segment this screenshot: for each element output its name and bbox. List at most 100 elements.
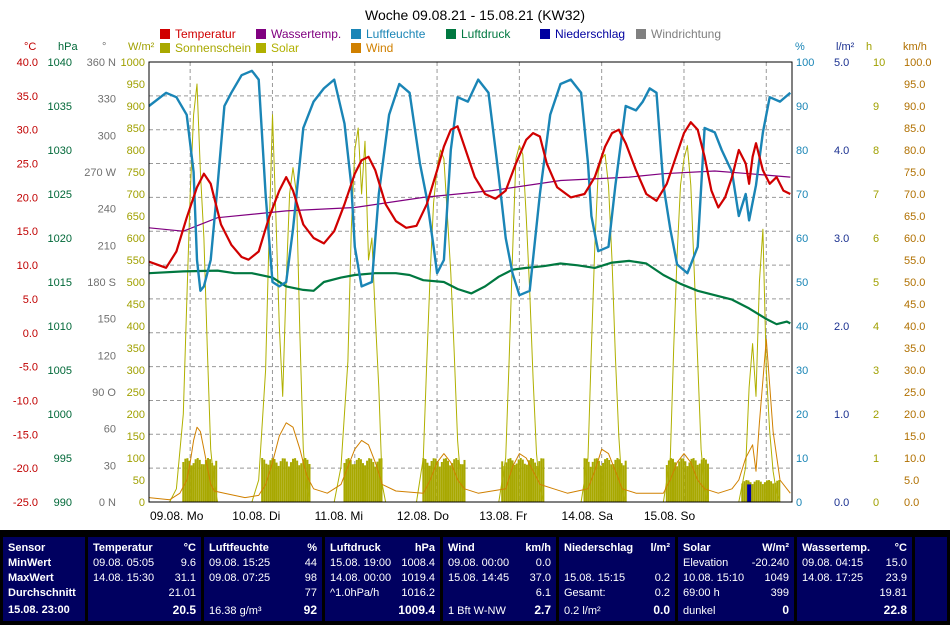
timestamp: 15.08. 23:00 [8, 604, 70, 616]
temp-max-value: 31.1 [174, 572, 196, 584]
rain-max-value: 0.2 [654, 572, 670, 584]
rain-total-value: 0.2 [654, 587, 670, 599]
sun-tick-label: 6 [873, 233, 879, 245]
series-line-wassertemp [148, 170, 791, 232]
avg-label: Durchschnitt [8, 587, 76, 599]
solar-tick-label: 500 [127, 277, 145, 289]
humidity-tick-label: 30 [796, 365, 808, 377]
wind_dir-tick-label: 180 S [87, 277, 116, 289]
wind-header: Wind [448, 542, 475, 554]
water-min-time: 09.08. 04:15 [802, 557, 864, 569]
min-label: MinWert [8, 557, 52, 569]
pressure-tick-label: 995 [54, 453, 72, 465]
chart-axes: °C40.035.030.025.020.015.010.05.00.0-5.0… [13, 41, 932, 523]
wind-column: Wind km/h 09.08. 00:00 0.0 15.08. 14:45 37.… [443, 537, 556, 621]
water-min-value: 15.0 [885, 557, 907, 569]
series-line-wind [148, 338, 791, 501]
wind-current-value: 2.7 [534, 603, 551, 617]
solar-tick-label: 250 [127, 387, 145, 399]
x-tick-label: 15.08. So [644, 509, 696, 523]
pressure-column: Luftdruck hPa 15.08. 19:00 1008.4 14.08. 0… [325, 537, 440, 621]
wind-tick-label: 85.0 [904, 123, 925, 135]
wind_dir-tick-label: 30 [104, 460, 116, 472]
wind-tick-label: 35.0 [904, 343, 925, 355]
water-temp-column: Wassertemp. °C 09.08. 04:15 15.0 14.08. 17… [797, 537, 912, 621]
wind-tick-label: 10.0 [904, 453, 925, 465]
sun-tick-label: 2 [873, 409, 879, 421]
humidity-tick-label: 10 [796, 453, 808, 465]
humidity-tick-label: 60 [796, 233, 808, 245]
x-tick-label: 13.08. Fr [479, 509, 527, 523]
wind-tick-label: 55.0 [904, 255, 925, 267]
humidity-max-time: 09.08. 07:25 [209, 572, 271, 584]
legend-swatch [636, 29, 646, 39]
wind-tick-label: 80.0 [904, 145, 925, 157]
legend-swatch [351, 29, 361, 39]
wind_dir-tick-label: 360 N [87, 57, 116, 69]
humidity-tick-label: 40 [796, 321, 808, 333]
legend-label: Windrichtung [651, 27, 721, 41]
rain-tick-label: 5.0 [834, 57, 849, 69]
wind-min-value: 0.0 [535, 557, 551, 569]
pressure-max-value: 1019.4 [401, 572, 435, 584]
humidity-tick-label: 100 [796, 57, 814, 69]
legend-swatch [540, 29, 550, 39]
sun-tick-label: 7 [873, 189, 879, 201]
humidity-tick-label: 70 [796, 189, 808, 201]
temp-tick-label: 5.0 [23, 294, 38, 306]
wind-tick-label: 5.0 [904, 475, 919, 487]
temp-unit: °C [183, 542, 196, 554]
water-max-value: 23.9 [885, 572, 907, 584]
humidity-tick-label: 90 [796, 101, 808, 113]
rain-column: Niederschlag l/m² 15.08. 15:15 0.2 Gesamt:… [559, 537, 675, 621]
solar-unit: W/m² [762, 542, 789, 554]
rain-tick-label: 4.0 [834, 145, 849, 157]
pressure-tick-label: 1010 [48, 321, 72, 333]
rain-total-label: Gesamt: [564, 587, 606, 599]
temp-tick-label: 25.0 [17, 159, 38, 171]
sun-tick-label: 3 [873, 365, 879, 377]
sun-tick-label: 4 [873, 321, 879, 333]
x-tick-label: 14.08. Sa [562, 509, 614, 523]
solar-column: Solar W/m² Elevation -20.240 10.08. 15:10 1… [678, 537, 794, 621]
solar-state: dunkel [683, 605, 716, 617]
wind-avg-value: 6.1 [535, 587, 551, 599]
sensor-column: Sensor MinWert MaxWert Durchschnitt 15.0… [3, 537, 85, 621]
wind-tick-label: 0.0 [904, 497, 919, 509]
pressure-tick-label: 990 [54, 497, 72, 509]
wind_dir-tick-label: 60 [104, 424, 116, 436]
wind_dir-tick-label: 90 O [92, 387, 116, 399]
water-max-time: 14.08. 17:25 [802, 572, 864, 584]
pressure-tick-label: 1000 [48, 409, 72, 421]
solar-avg-value: 399 [770, 587, 789, 599]
solar-hours: 69:00 h [683, 587, 720, 599]
chart-legend: Temperatur Wassertemp. Luftfeuchte Luftdruc… [160, 27, 721, 55]
wind-tick-label: 20.0 [904, 409, 925, 421]
rain-rate: 0.2 l/m² [564, 605, 601, 617]
legend-label: Luftdruck [461, 27, 511, 41]
humidity-header: Luftfeuchte [209, 542, 269, 554]
humidity-tick-label: 0 [796, 497, 802, 509]
temp-tick-label: 40.0 [17, 57, 38, 69]
chart-grid [149, 62, 792, 502]
water-unit: °C [894, 542, 907, 554]
solar-header: Solar [683, 542, 711, 554]
temp-tick-label: 15.0 [17, 226, 38, 238]
legend-label: Sonnenschein [175, 41, 251, 55]
legend-swatch [160, 43, 170, 53]
temp-tick-label: 20.0 [17, 192, 38, 204]
x-tick-label: 10.08. Di [232, 509, 280, 523]
temp-min-value: 9.6 [180, 557, 196, 569]
x-tick-label: 12.08. Do [397, 509, 449, 523]
rain-max-time: 15.08. 15:15 [564, 572, 626, 584]
pressure-tick-label: 1040 [48, 57, 72, 69]
pressure-tick-label: 1030 [48, 145, 72, 157]
statistics-table: Sensor MinWert MaxWert Durchschnitt 15.0… [0, 530, 950, 625]
wind_dir-axis-unit: ° [102, 41, 106, 53]
temp-axis-unit: °C [24, 41, 36, 53]
humidity-column: Luftfeuchte% 09.08. 15:25 44 09.08. 07:25… [204, 537, 322, 621]
rain-tick-label: 1.0 [834, 409, 849, 421]
wind-tick-label: 95.0 [904, 79, 925, 91]
temp-max-time: 14.08. 15:30 [93, 572, 155, 584]
solar-tick-label: 850 [127, 123, 145, 135]
